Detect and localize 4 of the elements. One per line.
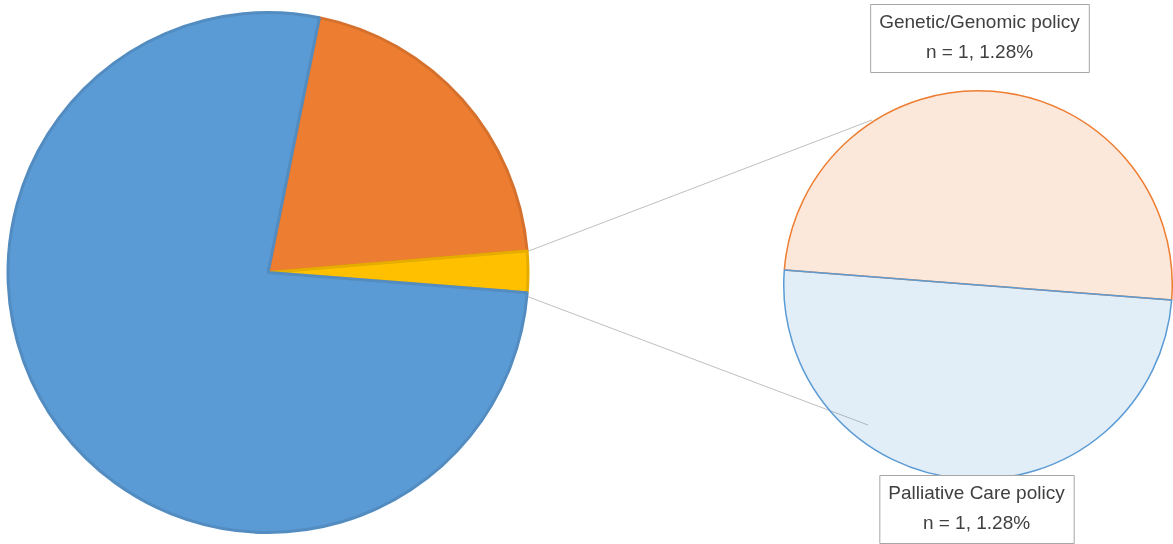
data-label: n = 1, 1.28% — [925, 41, 1034, 63]
slice-label: Palliative Care policy — [888, 482, 1066, 504]
slice-label: Genetic/Genomic policy — [879, 11, 1081, 33]
data-label: n = 1, 1.28% — [922, 512, 1031, 534]
